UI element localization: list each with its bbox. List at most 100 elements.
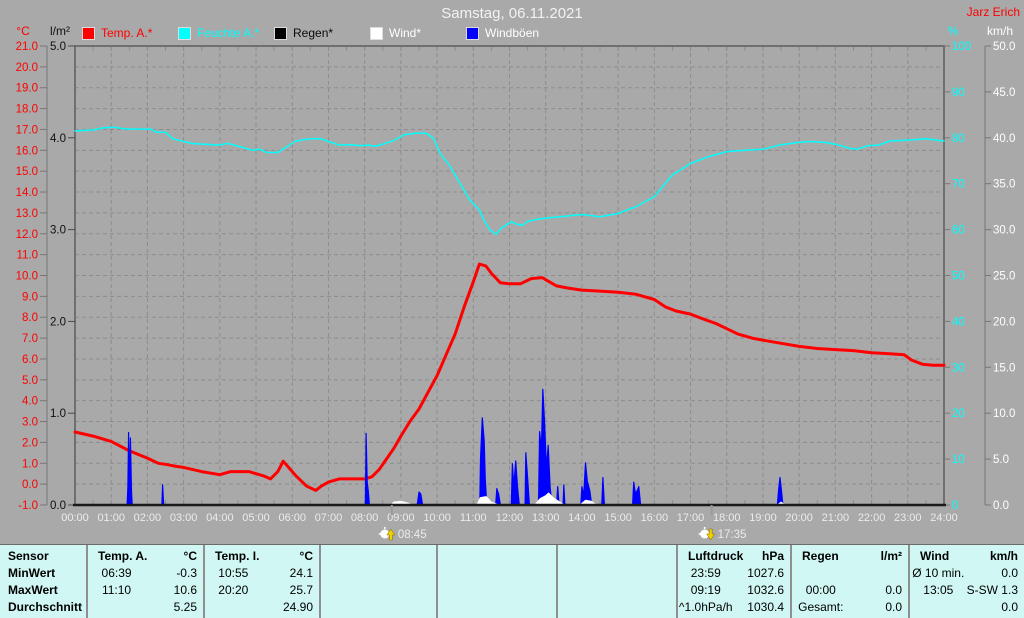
table-col-unit	[621, 548, 676, 565]
temp-axis-tick-label: 19.0	[16, 83, 38, 95]
x-axis-tick-label: 14:00	[568, 512, 596, 524]
table-row: 20:20 25.7	[205, 582, 319, 599]
table-cell-value: 0.0	[885, 600, 902, 614]
temp-axis-unit: °C	[16, 24, 30, 38]
x-axis-tick-label: 21:00	[822, 512, 850, 524]
temp-axis-tick-label: 9.0	[22, 291, 38, 303]
table-cell-time: 10:55	[218, 566, 249, 580]
table-cell-value: 5.25	[173, 600, 197, 614]
temp-axis-tick-label: 13.0	[16, 208, 38, 220]
x-axis-tick-label: 01:00	[97, 512, 125, 524]
table-col-regen: Regen l/m² 00:00 0.0 Gesamt: 0.0	[792, 545, 910, 618]
x-axis-tick-label: 08:00	[351, 512, 379, 524]
legend-label: Windböen	[485, 26, 540, 40]
wind-axis-tick-label: 0.0	[993, 500, 1009, 512]
temp-axis-tick-label: 10.0	[16, 271, 38, 283]
table-cell-value: 0.0	[885, 583, 902, 597]
table-cell-value	[497, 565, 556, 582]
legend-item-temp-a-[interactable]: Temp. A.*	[82, 26, 178, 40]
sunrise-icon	[380, 529, 390, 539]
page-title: Samstag, 06.11.2021	[441, 5, 583, 22]
table-cell-time	[321, 565, 378, 582]
table-cell-time	[558, 599, 617, 616]
legend-item-regen-[interactable]: Regen*	[274, 26, 370, 40]
legend-item-feuchte-a-[interactable]: Feuchte A.*	[178, 26, 274, 40]
humidity-axis-tick-label: 70	[952, 179, 965, 191]
table-col-empty-3	[438, 545, 558, 618]
rain-axis-tick-label: 3.0	[50, 225, 66, 237]
table-cell-value	[378, 582, 436, 599]
wind-axis-tick-label: 20.0	[993, 316, 1015, 328]
x-axis-tick-label: 00:00	[61, 512, 89, 524]
table-row	[438, 565, 556, 582]
table-col-temp-a-: Temp. A. °C 06:39 -0.3 11:10 10.6 5.25	[88, 545, 205, 618]
x-axis-tick-label: 15:00	[604, 512, 632, 524]
table-row	[321, 582, 436, 599]
temp-axis-tick-label: 15.0	[16, 166, 38, 178]
series-temp-a-	[73, 262, 946, 492]
sensor-summary-table: Sensor MinWert MaxWert Durchschnitt Temp. A.…	[0, 544, 1024, 618]
table-col-name: Wind	[920, 549, 950, 563]
table-cell-time	[88, 599, 145, 616]
table-cell-value	[617, 582, 676, 599]
legend-item-windb-en[interactable]: Windböen	[466, 26, 562, 40]
chart-legend: Temp. A.* Feuchte A.* Regen* Wind* Windböen	[82, 26, 562, 40]
humidity-axis-tick-label: 0	[952, 500, 958, 512]
temp-axis-tick-label: 7.0	[22, 333, 38, 345]
table-row	[558, 582, 676, 599]
table-row	[558, 565, 676, 582]
table-cell-value: 25.7	[289, 583, 313, 597]
temp-axis-tick-label: 21.0	[16, 41, 38, 53]
humidity-axis-tick-label: 20	[952, 408, 965, 420]
table-cell-time	[558, 565, 617, 582]
legend-item-wind-[interactable]: Wind*	[370, 26, 466, 40]
sunset-icon	[700, 529, 710, 539]
table-col-name: Regen	[802, 549, 839, 563]
table-cell-value: 1032.6	[747, 583, 784, 597]
table-cell-value: 1030.4	[747, 600, 784, 614]
wind-axis-tick-label: 15.0	[993, 362, 1015, 374]
table-cell-time	[205, 599, 262, 616]
table-col-unit: hPa	[761, 549, 784, 563]
table-col-name	[438, 548, 501, 565]
table-cell-value	[617, 599, 676, 616]
temp-axis-tick-label: -1.0	[18, 500, 38, 512]
table-cell-value	[850, 565, 908, 582]
humidity-axis-tick-label: 60	[952, 225, 965, 237]
rain-axis-tick-label: 1.0	[50, 408, 66, 420]
table-cell-time: Ø 10 min.	[912, 566, 965, 580]
table-col-temp-i-: Temp. I. °C 10:55 24.1 20:20 25.7 24.90	[205, 545, 321, 618]
table-row: 10:55 24.1	[205, 565, 319, 582]
x-axis-tick-label: 02:00	[134, 512, 162, 524]
table-col-unit: km/h	[989, 549, 1018, 563]
table-cell-time: 09:19	[690, 583, 721, 597]
humidity-axis-tick-label: 50	[952, 271, 965, 283]
temp-axis-tick-label: 14.0	[16, 187, 38, 199]
temp-axis-tick-label: 20.0	[16, 62, 38, 74]
temp-axis-tick-label: 5.0	[22, 375, 38, 387]
humidity-axis-unit: %	[947, 24, 959, 38]
table-row	[792, 565, 908, 582]
legend-label: Feuchte A.*	[197, 26, 260, 40]
table-row: Gesamt: 0.0	[792, 599, 908, 616]
temp-axis-tick-label: 0.0	[22, 479, 38, 491]
table-cell-value: S-SW 1.3	[966, 583, 1018, 597]
wind-axis-tick-label: 5.0	[993, 454, 1009, 466]
table-col-unit: l/m²	[880, 549, 902, 563]
table-cell-value: 24.1	[289, 566, 313, 580]
temp-axis-tick-label: 6.0	[22, 354, 38, 366]
wind-axis-tick-label: 10.0	[993, 408, 1015, 420]
table-cell-time	[321, 599, 378, 616]
table-row-label: MaxWert	[8, 583, 58, 597]
table-row: 09:19 1032.6	[678, 582, 790, 599]
table-col-name: Temp. A.	[98, 549, 148, 563]
table-col-unit: °C	[183, 549, 197, 563]
wind-axis-tick-label: 40.0	[993, 133, 1015, 145]
x-axis-tick-label: 04:00	[206, 512, 234, 524]
table-row: 5.25	[88, 599, 203, 616]
x-axis-tick-label: 23:00	[894, 512, 922, 524]
temp-axis-tick-label: 4.0	[22, 396, 38, 408]
table-col-unit	[383, 548, 436, 565]
table-row	[558, 599, 676, 616]
rain-axis-tick-label: 2.0	[50, 316, 66, 328]
